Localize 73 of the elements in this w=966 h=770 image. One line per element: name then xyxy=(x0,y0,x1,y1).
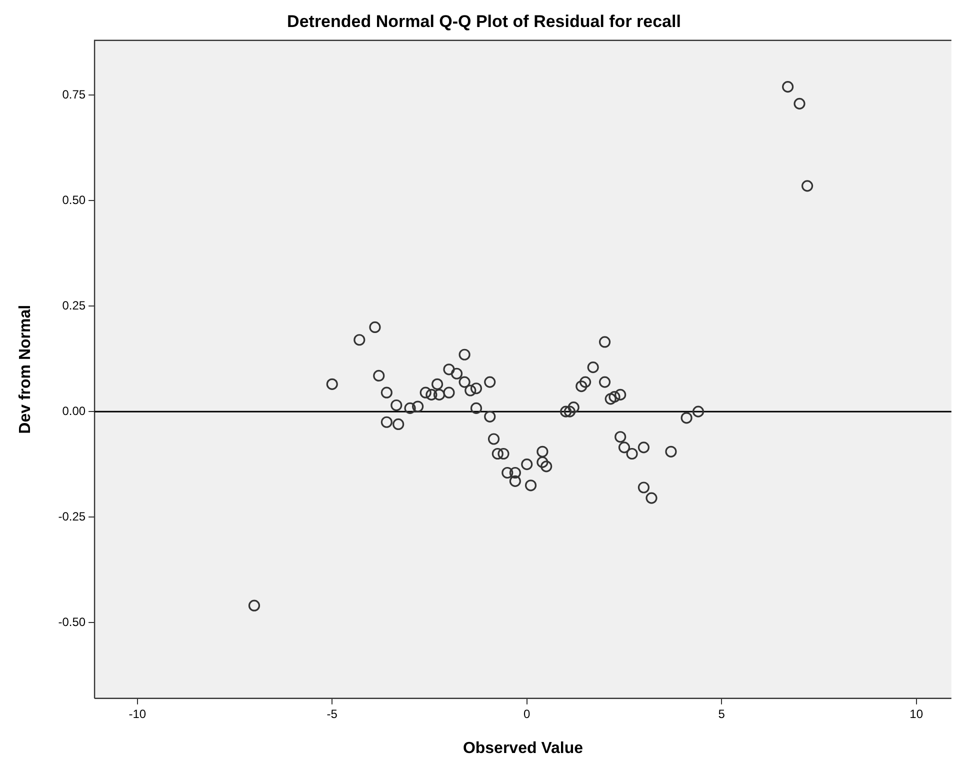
y-tick-label: -0.25 xyxy=(58,509,86,524)
point xyxy=(412,400,424,412)
point xyxy=(608,391,620,403)
point xyxy=(598,376,611,388)
point xyxy=(369,321,381,334)
point xyxy=(498,448,510,460)
point xyxy=(540,460,552,472)
x-axis-title: Observed Value xyxy=(462,740,584,757)
point xyxy=(598,336,611,348)
point xyxy=(390,399,402,412)
point xyxy=(450,368,463,380)
y-tick-label: 0.75 xyxy=(62,88,86,102)
point xyxy=(458,376,470,388)
point xyxy=(502,466,514,479)
y-tick-label: 0.25 xyxy=(62,298,86,312)
point xyxy=(782,81,794,93)
point xyxy=(509,475,521,487)
point xyxy=(470,402,482,414)
x-tick-label: 10 xyxy=(910,706,924,721)
point xyxy=(638,442,650,454)
point xyxy=(484,376,496,388)
point xyxy=(380,386,392,398)
point xyxy=(680,412,692,424)
point xyxy=(568,402,580,414)
point xyxy=(433,388,446,401)
x-tick-label: -10 xyxy=(128,706,146,721)
point xyxy=(443,386,455,398)
point xyxy=(536,456,548,468)
point xyxy=(248,600,260,612)
y-tick-label: 0.50 xyxy=(62,192,86,207)
y-tick-label: -0.50 xyxy=(58,614,86,629)
point xyxy=(794,98,806,110)
x-tick-label: 0 xyxy=(524,706,531,721)
point xyxy=(801,180,814,192)
point xyxy=(604,393,616,405)
point xyxy=(443,364,455,376)
point xyxy=(392,418,404,430)
point xyxy=(488,433,500,445)
point xyxy=(579,376,592,388)
point xyxy=(626,448,638,460)
point xyxy=(638,482,650,494)
point xyxy=(614,431,626,443)
point xyxy=(618,442,630,454)
point xyxy=(564,406,576,418)
point xyxy=(470,382,482,394)
point xyxy=(404,402,416,414)
x-tick-label: 5 xyxy=(718,706,726,721)
point xyxy=(665,446,677,458)
chart-title: Detrended Normal Q-Q Plot of Residual for recall xyxy=(287,12,681,31)
point xyxy=(326,378,338,390)
y-tick-label: 0.00 xyxy=(62,404,86,418)
point xyxy=(380,416,392,428)
point xyxy=(576,380,588,392)
point xyxy=(420,386,432,398)
point xyxy=(492,448,504,460)
point xyxy=(692,406,704,418)
point xyxy=(354,334,366,346)
point xyxy=(587,361,599,374)
point xyxy=(536,446,548,458)
point xyxy=(373,370,385,382)
point xyxy=(521,458,533,470)
point xyxy=(464,384,476,396)
point xyxy=(509,466,521,479)
x-tick-label: -5 xyxy=(326,706,338,721)
point xyxy=(484,410,496,422)
point xyxy=(426,388,438,401)
point xyxy=(614,388,626,401)
point xyxy=(646,492,658,504)
point xyxy=(524,480,537,492)
point xyxy=(560,406,572,418)
y-axis-title: Dev from Normal xyxy=(17,304,34,434)
point xyxy=(431,378,444,390)
point xyxy=(458,348,470,360)
